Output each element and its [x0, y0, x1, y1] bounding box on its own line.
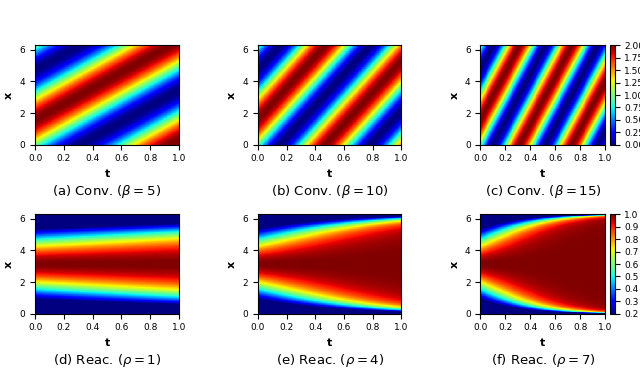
Text: (e) Reac. ($\rho = 4$): (e) Reac. ($\rho = 4$) [275, 352, 384, 369]
Text: (f) Reac. ($\rho = 7$): (f) Reac. ($\rho = 7$) [490, 352, 595, 369]
Y-axis label: x: x [449, 260, 460, 268]
Y-axis label: x: x [227, 260, 237, 268]
Y-axis label: x: x [4, 91, 14, 99]
Y-axis label: x: x [227, 91, 237, 99]
Text: (a) Conv. ($\beta = 5$): (a) Conv. ($\beta = 5$) [52, 183, 161, 200]
X-axis label: t: t [104, 338, 109, 348]
Y-axis label: x: x [449, 91, 460, 99]
Text: (c) Conv. ($\beta = 15$): (c) Conv. ($\beta = 15$) [484, 183, 601, 200]
X-axis label: t: t [327, 169, 332, 179]
X-axis label: t: t [104, 169, 109, 179]
X-axis label: t: t [540, 338, 545, 348]
X-axis label: t: t [540, 169, 545, 179]
Text: (d) Reac. ($\rho = 1$): (d) Reac. ($\rho = 1$) [52, 352, 161, 369]
X-axis label: t: t [327, 338, 332, 348]
Text: (b) Conv. ($\beta = 10$): (b) Conv. ($\beta = 10$) [271, 183, 388, 200]
Y-axis label: x: x [4, 260, 14, 268]
